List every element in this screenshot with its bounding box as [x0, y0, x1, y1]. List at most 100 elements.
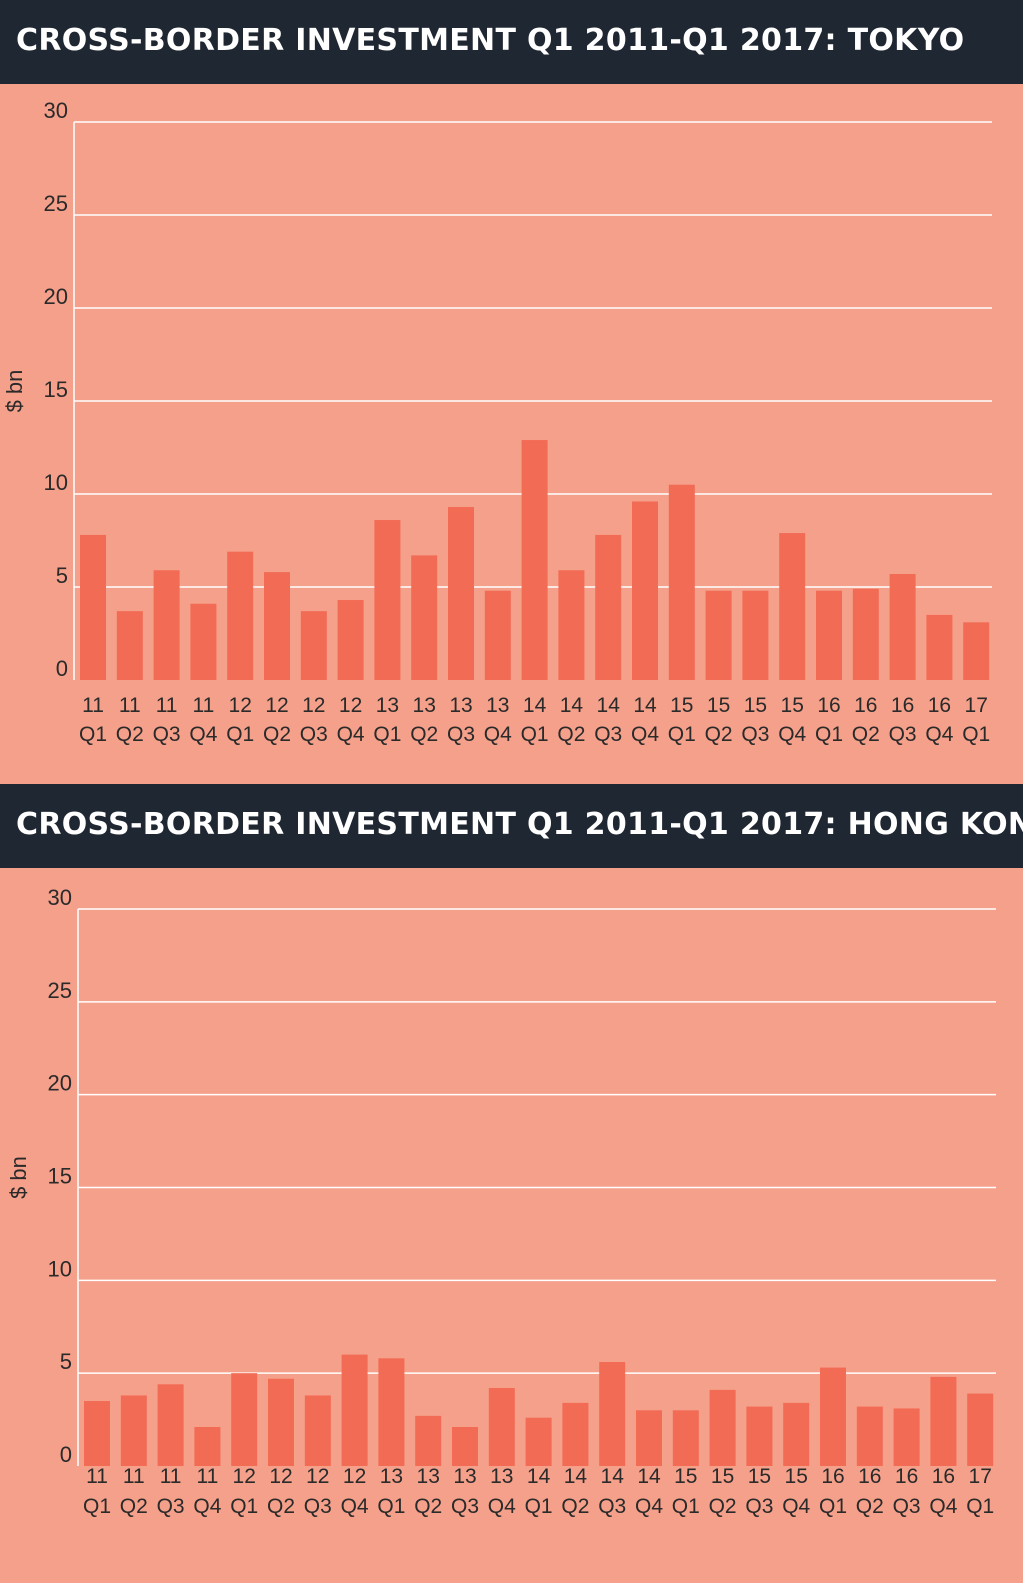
y-tick-label: 15 [48, 1164, 72, 1189]
x-tick-label-year: 11 [160, 1465, 182, 1488]
x-tick-label-year: 16 [932, 1465, 955, 1488]
bar [742, 590, 769, 680]
x-tick-label-year: 13 [449, 694, 472, 717]
x-tick-label-year: 14 [527, 1465, 551, 1488]
x-tick-label-year: 11 [196, 1465, 218, 1488]
bar [599, 1362, 626, 1466]
chart-title-tokyo: CROSS-BORDER INVESTMENT Q1 2011-Q1 2017:… [16, 23, 965, 58]
x-tick-label-quarter: Q3 [745, 1495, 773, 1518]
x-tick-label-year: 12 [343, 1465, 366, 1488]
x-tick-label-year: 14 [633, 694, 657, 717]
bar [930, 1376, 957, 1466]
x-tick-label-quarter: Q2 [709, 1495, 737, 1518]
bar [337, 600, 364, 680]
y-tick-label: 20 [48, 1071, 72, 1096]
x-tick-label-quarter: Q4 [189, 723, 217, 746]
x-tick-label-year: 16 [854, 694, 877, 717]
x-tick-label-year: 11 [119, 694, 141, 717]
x-tick-label-quarter: Q1 [819, 1495, 847, 1518]
bar [227, 551, 254, 680]
x-tick-label-quarter: Q2 [267, 1495, 295, 1518]
bar [415, 1415, 442, 1466]
x-tick-label-quarter: Q2 [561, 1495, 589, 1518]
x-tick-label-quarter: Q4 [635, 1495, 663, 1518]
x-tick-label-quarter: Q4 [782, 1495, 810, 1518]
x-tick-label-quarter: Q1 [377, 1495, 405, 1518]
y-tick-label: 0 [56, 656, 68, 681]
bar [231, 1373, 258, 1466]
bar [374, 520, 401, 680]
x-tick-label-quarter: Q3 [598, 1495, 626, 1518]
x-tick-label-quarter: Q3 [153, 723, 181, 746]
y-tick-label: 10 [48, 1256, 72, 1281]
x-tick-label-year: 12 [233, 1465, 256, 1488]
x-tick-label-year: 14 [597, 694, 621, 717]
x-tick-label-year: 13 [417, 1465, 440, 1488]
x-tick-label-quarter: Q1 [79, 723, 107, 746]
x-tick-label-quarter: Q3 [893, 1495, 921, 1518]
x-tick-label-year: 13 [413, 694, 436, 717]
bar [84, 1401, 110, 1466]
chart-title-hongkong: CROSS-BORDER INVESTMENT Q1 2011-Q1 2017:… [16, 807, 1023, 842]
x-tick-label-quarter: Q1 [525, 1495, 553, 1518]
y-tick-label: 5 [60, 1349, 72, 1374]
x-tick-label-year: 16 [821, 1465, 844, 1488]
bar [190, 603, 217, 680]
x-tick-label-year: 12 [339, 694, 362, 717]
bar [967, 1393, 994, 1466]
x-tick-label-year: 12 [265, 694, 288, 717]
bar [668, 484, 695, 680]
x-tick-label-year: 15 [781, 694, 804, 717]
bar [448, 507, 474, 680]
y-tick-label: 30 [44, 98, 68, 123]
x-tick-label-quarter: Q2 [410, 723, 438, 746]
x-tick-label-year: 15 [670, 694, 693, 717]
x-tick-label-year: 12 [229, 694, 252, 717]
x-tick-label-quarter: Q3 [741, 723, 769, 746]
y-tick-label: 0 [60, 1442, 72, 1467]
bar [341, 1354, 368, 1466]
x-tick-label-year: 15 [707, 694, 730, 717]
x-tick-label-year: 14 [601, 1465, 625, 1488]
bar [672, 1410, 699, 1466]
x-tick-label-year: 11 [86, 1465, 108, 1488]
bar [268, 1378, 294, 1466]
bar [452, 1427, 478, 1466]
bar [157, 1384, 184, 1466]
y-tick-label: 15 [44, 377, 68, 402]
x-tick-label-year: 11 [82, 694, 104, 717]
bar [484, 590, 511, 680]
x-tick-label-quarter: Q2 [120, 1495, 148, 1518]
y-tick-label: 25 [48, 978, 72, 1003]
bar [963, 622, 990, 680]
bar-chart-tokyo: 0 5 10 15 20 25 30 $ bn 11 Q1 11 Q2 11 Q3 11 Q4 12 Q1 12 Q2… [2, 98, 992, 746]
x-tick-label-quarter: Q3 [157, 1495, 185, 1518]
bar [116, 611, 143, 680]
x-tick-label-quarter: Q1 [83, 1495, 111, 1518]
x-tick-label-quarter: Q2 [705, 723, 733, 746]
bar [558, 570, 585, 680]
bar [521, 440, 548, 680]
bar [300, 611, 327, 680]
x-tick-label-quarter: Q3 [447, 723, 475, 746]
x-tick-label-quarter: Q1 [521, 723, 549, 746]
bar [304, 1395, 331, 1466]
x-tick-label-year: 11 [123, 1465, 145, 1488]
bar [525, 1417, 552, 1466]
bar [153, 570, 180, 680]
bar [705, 590, 732, 680]
bar [709, 1389, 736, 1466]
x-tick-label-year: 13 [486, 694, 509, 717]
x-tick-label-quarter: Q4 [929, 1495, 957, 1518]
y-tick-label: 30 [48, 885, 72, 910]
x-tick-label-year: 13 [453, 1465, 476, 1488]
x-tick-label-quarter: Q1 [230, 1495, 258, 1518]
x-tick-label-year: 11 [156, 694, 178, 717]
x-tick-label-quarter: Q4 [484, 723, 512, 746]
x-tick-label-year: 13 [380, 1465, 403, 1488]
x-tick-label-quarter: Q4 [778, 723, 806, 746]
x-tick-label-year: 16 [858, 1465, 881, 1488]
x-tick-label-quarter: Q2 [557, 723, 585, 746]
bar [820, 1367, 846, 1466]
x-tick-label-quarter: Q1 [668, 723, 696, 746]
